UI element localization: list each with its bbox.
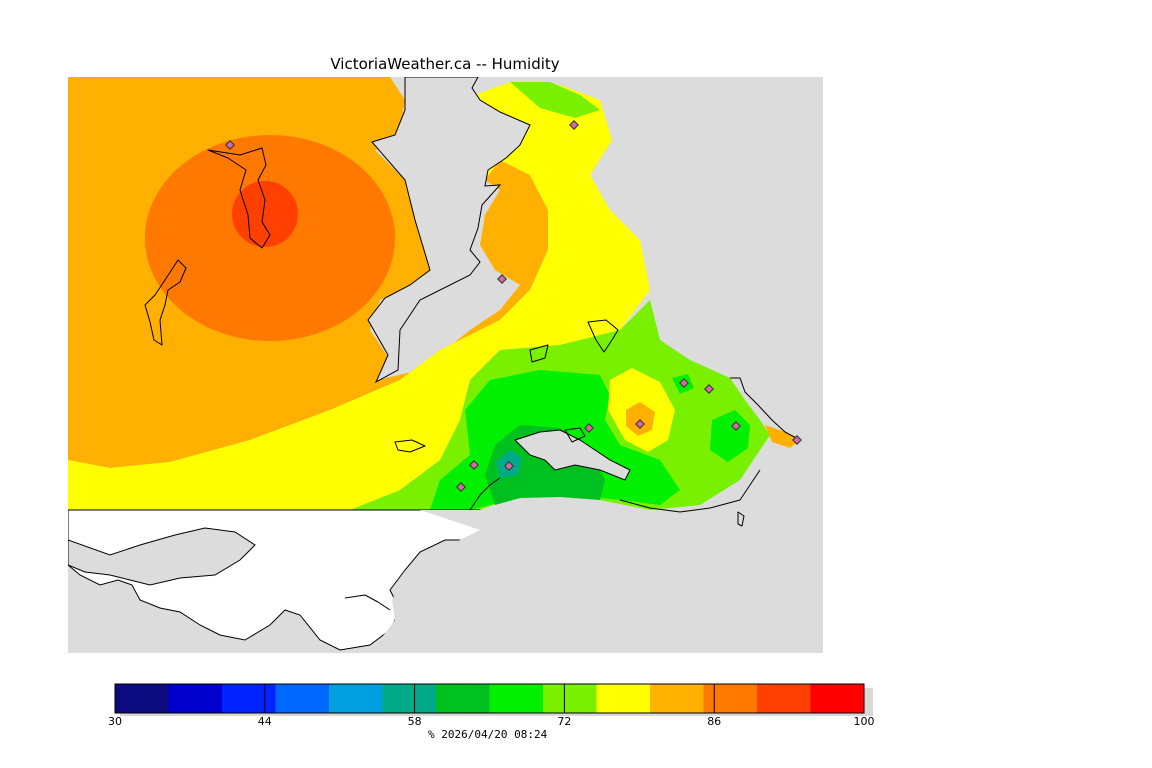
- station-marker: [584, 423, 594, 433]
- island-mid-2: [529, 344, 549, 363]
- colorbar-ticks: 30 44 58 72 86 100: [108, 684, 875, 728]
- station-marker: [704, 384, 714, 394]
- colorbar-bin: [703, 684, 758, 713]
- station-marker: [679, 378, 689, 388]
- map-title: VictoriaWeather.ca -- Humidity: [330, 55, 559, 73]
- island-south-1: [394, 439, 426, 453]
- colorbar-bin: [489, 684, 544, 713]
- colorbar: 30 44 58 72 86 100 % 2026/04/20 08:24: [108, 683, 875, 741]
- colorbar-bin: [168, 684, 223, 713]
- colorbar-tick-label: 44: [258, 715, 272, 728]
- colorbar-tick-label: 58: [408, 715, 422, 728]
- colorbar-bin: [810, 684, 865, 713]
- colorbar-bin: [596, 684, 651, 713]
- coast-south-bay: [344, 594, 391, 611]
- zone-yellow: [68, 82, 650, 510]
- station-marker: [456, 482, 466, 492]
- colorbar-bin: [329, 684, 383, 713]
- colorbar-bin: [650, 684, 704, 713]
- station-marker: [497, 274, 507, 284]
- colorbar-bin: [543, 684, 597, 713]
- colorbar-bin: [222, 684, 276, 713]
- land-east-point: [730, 377, 801, 441]
- coastlines: [144, 147, 801, 611]
- colorbar-bin: [115, 684, 169, 713]
- colorbar-bin: [275, 684, 330, 713]
- colorbar-bin: [757, 684, 811, 713]
- colorbar-tick-label: 72: [557, 715, 571, 728]
- island-north-west: [207, 147, 271, 249]
- island-south-small: [737, 511, 745, 527]
- zone-red-orange: [232, 181, 298, 247]
- colorbar-bins: [114, 683, 865, 714]
- station-marker: [731, 421, 741, 431]
- southern-grey-strait: [360, 510, 823, 653]
- colorbar-bin: [382, 684, 437, 713]
- water-bodies: [367, 77, 631, 481]
- island-harbour: [564, 427, 586, 443]
- colorbar-tick-label: 86: [707, 715, 721, 728]
- coast-south-peninsula: [469, 469, 761, 513]
- station-marker: [504, 461, 514, 471]
- station-marker: [225, 140, 235, 150]
- station-marker: [792, 435, 802, 445]
- station-marker: [635, 419, 645, 429]
- colorbar-unit-timestamp: % 2026/04/20 08:24: [428, 728, 548, 741]
- weather-stations: [225, 120, 802, 492]
- zone-green-east: [710, 410, 750, 462]
- station-marker: [569, 120, 579, 130]
- map-plot-area: [68, 77, 823, 653]
- outside-domain: [68, 509, 823, 653]
- island-mid-1: [587, 319, 619, 353]
- colorbar-bin: [436, 684, 490, 713]
- zone-orange-tip: [765, 425, 800, 448]
- colorbar-tick-label: 100: [854, 715, 875, 728]
- inlet-north: [367, 77, 531, 384]
- southern-grey-bay: [68, 527, 256, 586]
- island-west: [144, 259, 187, 346]
- colorbar-tick-label: 30: [108, 715, 122, 728]
- harbour-channel: [514, 429, 631, 481]
- station-marker: [469, 460, 479, 470]
- zone-orange-east-core: [626, 402, 655, 436]
